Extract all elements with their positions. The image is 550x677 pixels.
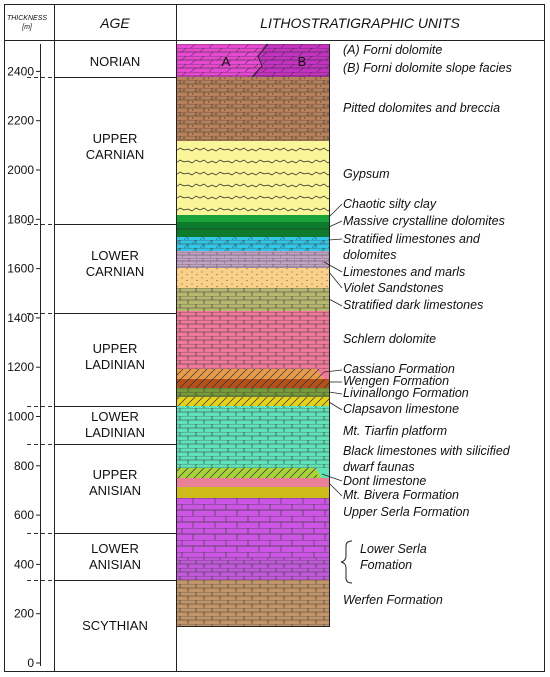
age-label: CARNIAN <box>86 264 145 279</box>
lithologic-column: A B <box>177 43 330 627</box>
layer-pattern <box>177 558 329 580</box>
age-header: AGE <box>99 15 130 31</box>
age-label: ANISIAN <box>89 557 141 572</box>
layer-pattern <box>177 388 329 397</box>
leader-line <box>328 482 343 497</box>
unit-label: Black limestones with silicified <box>343 444 511 458</box>
age-label: UPPER <box>93 467 138 482</box>
axis-tick-label: 600 <box>14 508 34 522</box>
axis-tick-label: 400 <box>14 557 34 571</box>
thickness-header: THICKNESS <box>7 15 47 22</box>
age-label: LOWER <box>91 409 139 424</box>
axis-tick-label: 2200 <box>7 114 34 128</box>
age-label: UPPER <box>93 341 138 356</box>
layer-pattern <box>177 468 317 478</box>
unit-label: Massive crystalline dolomites <box>343 214 505 228</box>
layer-pattern <box>177 44 329 77</box>
thickness-unit: [m] <box>21 24 33 31</box>
age-label: ANISIAN <box>89 483 141 498</box>
unit-label: Violet Sandstones <box>343 281 444 295</box>
axis-tick-label: 1800 <box>7 212 34 226</box>
layer-pattern <box>177 311 329 369</box>
unit-labels: (A) Forni dolomite (B) Forni dolomite slo… <box>343 43 512 607</box>
leader-line <box>328 401 343 411</box>
age-label: LOWER <box>91 541 139 556</box>
figure-frame <box>4 4 545 672</box>
letter-a: A <box>222 54 231 69</box>
thickness-axis: 0 200 400 600 800 1000 1200 1400 1600 1800 2000 220… <box>7 44 41 670</box>
unit-label: Chaotic silty clay <box>343 197 437 211</box>
layer-pattern <box>177 580 329 626</box>
layer-pattern <box>177 369 324 379</box>
layer-chaotic-silty-clay <box>177 215 329 222</box>
unit-label: dolomites <box>343 248 397 262</box>
unit-label: Schlern dolomite <box>343 332 436 346</box>
leader-line <box>321 473 343 482</box>
axis-tick-label: 2400 <box>7 64 34 78</box>
axis-tick-label: 200 <box>14 607 34 621</box>
layer-pattern <box>177 268 329 288</box>
unit-label: Wengen Formation <box>343 374 449 388</box>
unit-label: Livinallongo Formation <box>343 386 469 400</box>
unit-label: Clapsavon limestone <box>343 402 459 416</box>
leader-lines <box>321 203 343 497</box>
axis-tick-label: 0 <box>27 656 34 670</box>
unit-label: Stratified limestones and <box>343 232 481 246</box>
leader-line <box>323 369 343 373</box>
unit-label: Mt. Bivera Formation <box>343 488 459 502</box>
leader-line <box>328 391 343 395</box>
unit-label: Upper Serla Formation <box>343 505 469 519</box>
unit-label: Limestones and marls <box>343 265 465 279</box>
age-label: CARNIAN <box>86 147 145 162</box>
leader-line <box>328 238 343 241</box>
layer-pattern <box>177 251 329 268</box>
layer-bivera <box>177 487 329 498</box>
unit-label: (B) Forni dolomite slope facies <box>343 61 512 75</box>
unit-label: Gypsum <box>343 167 390 181</box>
axis-tick-label: 2000 <box>7 163 34 177</box>
unit-label: Fomation <box>360 558 412 572</box>
age-label: NORIAN <box>90 54 141 69</box>
layer-pattern <box>177 288 329 311</box>
unit-label: Mt. Tiarfin platform <box>343 424 447 438</box>
unit-label: Werfen Formation <box>343 593 443 607</box>
leader-line <box>323 261 343 273</box>
unit-label: (A) Forni dolomite <box>343 43 442 57</box>
layer-dont-limestone <box>177 478 329 487</box>
age-label: LADINIAN <box>85 357 145 372</box>
axis-tick-label: 1000 <box>7 410 34 424</box>
leader-line <box>328 203 343 218</box>
layer-pattern <box>177 379 329 388</box>
layer-pattern <box>177 498 329 558</box>
age-column: NORIANUPPERCARNIANLOWERCARNIANUPPERLADIN… <box>27 54 176 633</box>
leader-line <box>328 271 343 289</box>
unit-label: Stratified dark limestones <box>343 298 483 312</box>
leader-line <box>328 298 343 307</box>
facies-boundary <box>251 43 269 78</box>
age-label: SCYTHIAN <box>82 618 148 633</box>
axis-tick-label: 1400 <box>7 311 34 325</box>
lower-serla-bracket <box>340 540 353 584</box>
unit-label: Pitted dolomites and breccia <box>343 101 500 115</box>
unit-label: Lower Serla <box>360 542 427 556</box>
layer-pattern <box>177 237 329 251</box>
layer-pattern <box>177 77 329 141</box>
axis-tick-label: 1200 <box>7 360 34 374</box>
layer-pattern <box>177 141 329 215</box>
age-label: UPPER <box>93 131 138 146</box>
units-header: LITHOSTRATIGRAPHIC UNITS <box>260 15 460 31</box>
layer-pattern <box>177 397 329 406</box>
age-label: LADINIAN <box>85 425 145 440</box>
unit-label: dwarf faunas <box>343 460 415 474</box>
layer-pattern <box>177 406 329 468</box>
axis-tick-label: 1600 <box>7 262 34 276</box>
unit-label: Dont limestone <box>343 474 426 488</box>
layer-massive-dolomites <box>177 222 329 237</box>
age-label: LOWER <box>91 248 139 263</box>
letter-b: B <box>298 54 307 69</box>
axis-tick-label: 800 <box>14 459 34 473</box>
unit-label: Cassiano Formation <box>343 362 455 376</box>
leader-line <box>328 220 343 228</box>
